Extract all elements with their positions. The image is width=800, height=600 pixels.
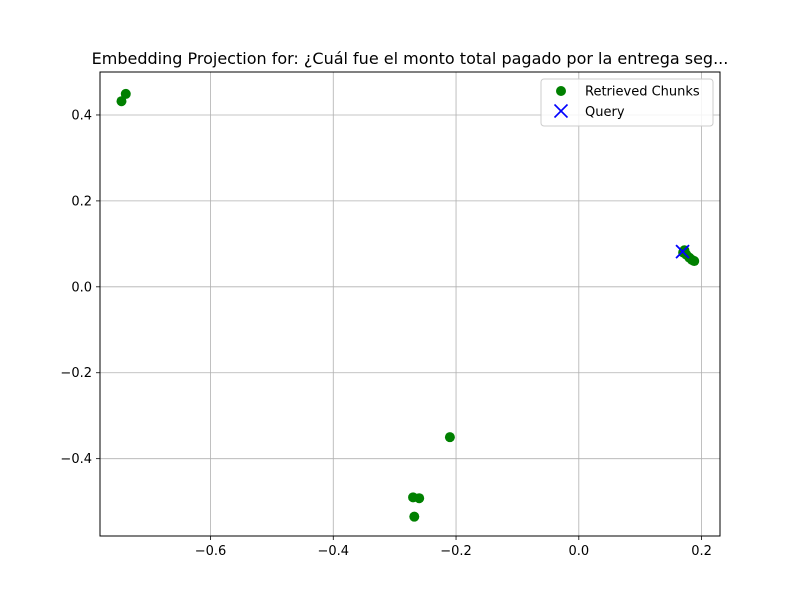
y-tick-label: 0.0 <box>71 280 92 295</box>
y-tick-label: −0.2 <box>60 366 92 381</box>
retrieved-chunks-point <box>414 493 425 504</box>
legend: Retrieved Chunks Query <box>540 78 714 127</box>
x-tick-label: −0.6 <box>195 544 227 559</box>
x-tick-label: −0.4 <box>317 544 349 559</box>
query-point <box>675 244 690 259</box>
legend-label-query: Query <box>585 105 625 120</box>
legend-marker-retrieved-chunks <box>556 86 566 96</box>
x-tick-label: 0.2 <box>691 544 712 559</box>
y-tick-label: 0.2 <box>71 194 92 209</box>
retrieved-chunks-point <box>444 432 455 443</box>
chart-title: Embedding Projection for: ¿Cuál fue el m… <box>92 49 729 68</box>
legend-label-retrieved-chunks: Retrieved Chunks <box>585 85 700 100</box>
retrieved-chunks-point <box>409 511 420 522</box>
y-tick-label: 0.4 <box>71 108 92 123</box>
legend-marker-query <box>553 103 569 119</box>
data-points <box>116 88 700 522</box>
retrieved-chunks-point <box>120 88 131 99</box>
y-tick-label: −0.4 <box>60 452 92 467</box>
x-tick-label: 0.0 <box>568 544 589 559</box>
legend-box <box>540 78 714 127</box>
x-tick-label: −0.2 <box>440 544 472 559</box>
retrieved-chunks-point <box>689 256 700 267</box>
plot-frame <box>99 71 721 537</box>
retrieved-chunks-point <box>116 96 127 107</box>
axis-ticks: −0.6 −0.4 −0.2 0.0 0.2 −0.4 −0.2 0.0 0.2 0.4 <box>60 108 712 559</box>
